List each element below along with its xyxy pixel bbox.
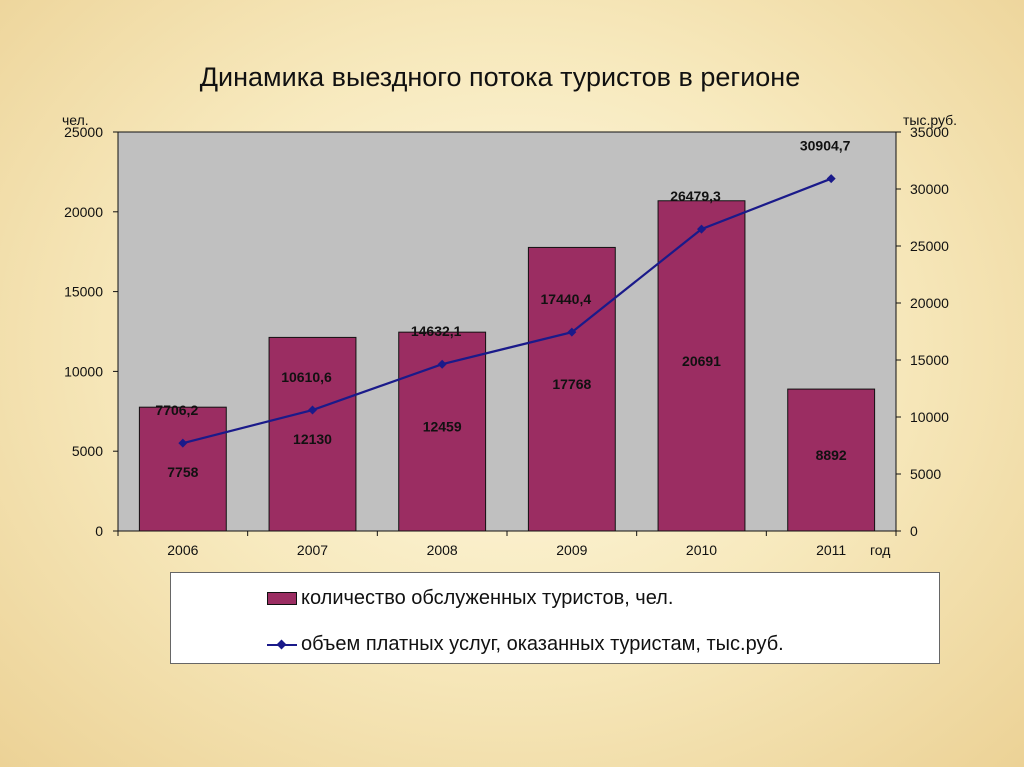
- x-tick-label: 2009: [556, 542, 587, 558]
- legend: количество обслуженных туристов, чел. об…: [170, 572, 940, 664]
- line-point-2010: [697, 224, 706, 234]
- legend-label-line: объем платных услуг, оказанных туристам,…: [301, 633, 784, 655]
- bar-value-label: 8892: [816, 447, 847, 463]
- line-value-label: 26479,3: [670, 188, 721, 204]
- bar-2011: [787, 388, 876, 532]
- left-tick-label: 0: [95, 523, 103, 539]
- bar-2006: [138, 406, 227, 532]
- line-point-2007: [308, 405, 317, 415]
- right-tick-label: 25000: [910, 238, 949, 254]
- line-point-2011: [826, 174, 836, 184]
- bar-value-label: 7758: [167, 464, 198, 480]
- line-value-label: 30904,7: [800, 138, 851, 154]
- line-point-2008: [437, 359, 447, 369]
- x-tick-label: 2006: [167, 542, 198, 558]
- bar-value-label: 12130: [293, 431, 332, 447]
- line-value-label: 7706,2: [155, 402, 198, 418]
- left-tick-label: 25000: [64, 124, 103, 140]
- x-tick-label: 2011: [816, 542, 846, 558]
- combo-chart: 0 5000 10000 15000 20000 25000 0 5000 10000 15000…: [64, 124, 949, 558]
- right-tick-label: 35000: [910, 124, 949, 140]
- bar-2009: [527, 246, 616, 532]
- legend-item-line: объем платных услуг, оказанных туристам,…: [267, 633, 784, 656]
- left-tick-label: 20000: [64, 204, 103, 220]
- line-value-label: 17440,4: [541, 291, 592, 307]
- bar-2010: [657, 200, 746, 532]
- bar-value-label: 12459: [423, 419, 462, 435]
- x-axis-label: год: [870, 542, 890, 558]
- legend-item-bars: количество обслуженных туристов, чел.: [267, 587, 673, 610]
- left-tick-label: 10000: [64, 363, 103, 379]
- right-tick-label: 0: [910, 523, 918, 539]
- x-tick-label: 2008: [427, 542, 458, 558]
- legend-bar-swatch: [267, 592, 297, 605]
- line-point-2006: [178, 438, 188, 448]
- right-tick-label: 5000: [910, 466, 941, 482]
- x-tick-label: 2007: [297, 542, 328, 558]
- bar-value-label: 17768: [552, 376, 591, 392]
- right-tick-label: 10000: [910, 409, 949, 425]
- right-axis-unit: тыс.руб.: [903, 112, 958, 128]
- right-tick-label: 20000: [910, 295, 949, 311]
- left-axis-unit: чел.: [62, 112, 89, 128]
- line-value-label: 10610,6: [281, 369, 332, 385]
- right-tick-label: 30000: [910, 181, 949, 197]
- left-tick-label: 15000: [64, 284, 103, 300]
- x-tick-label: 2010: [686, 542, 717, 558]
- legend-label-bars: количество обслуженных туристов, чел.: [301, 587, 674, 609]
- bar-2007: [268, 336, 357, 532]
- chart-title: Динамика выездного потока туристов в рег…: [199, 62, 801, 92]
- left-tick-label: 5000: [72, 443, 103, 459]
- legend-line-swatch: [267, 637, 297, 653]
- plot-area: [118, 132, 896, 531]
- bar-value-label: 20691: [682, 353, 721, 369]
- line-series: [182, 177, 832, 445]
- line-point-2009: [567, 327, 577, 337]
- right-tick-label: 15000: [910, 352, 949, 368]
- line-value-label: 14632,1: [411, 323, 462, 339]
